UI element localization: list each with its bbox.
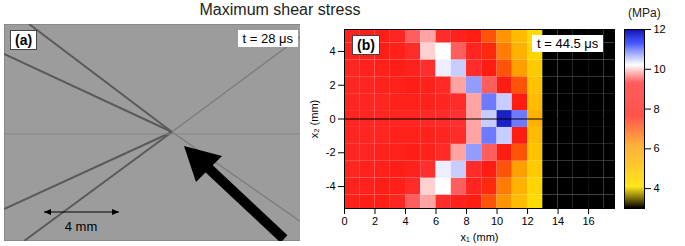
svg-text:-2: -2: [326, 146, 336, 158]
svg-text:8: 8: [463, 215, 469, 227]
svg-text:x₂ (mm): x₂ (mm): [308, 100, 320, 138]
html-text:t = 28 μs: t = 28 μs: [242, 31, 293, 46]
svg-text:4: 4: [654, 182, 660, 194]
html-text:Maximum shear stress: Maximum shear stress: [199, 1, 361, 18]
svg-text:12: 12: [654, 23, 666, 35]
svg-text:14: 14: [552, 215, 564, 227]
html-text:t = 44.5 μs: t = 44.5 μs: [537, 36, 599, 51]
svg-text:x₁ (mm): x₁ (mm): [461, 231, 499, 243]
html-text:(b): (b): [357, 37, 375, 53]
svg-text:2: 2: [329, 79, 335, 91]
svg-text:4: 4: [329, 45, 335, 57]
svg-text:10: 10: [491, 215, 503, 227]
svg-text:10: 10: [654, 63, 666, 75]
svg-text:-4: -4: [326, 180, 336, 192]
html-text:(a): (a): [15, 32, 33, 48]
svg-text:16: 16: [582, 215, 594, 227]
svg-text:6: 6: [654, 142, 660, 154]
svg-text:8: 8: [654, 103, 660, 115]
html-text:(MPa): (MPa): [628, 6, 661, 20]
svg-text:12: 12: [521, 215, 533, 227]
svg-text:6: 6: [433, 215, 439, 227]
svg-text:0: 0: [341, 215, 347, 227]
svg-text:4: 4: [402, 215, 408, 227]
svg-text:2: 2: [372, 215, 378, 227]
svg-text:4 mm: 4 mm: [65, 219, 98, 234]
svg-text:0: 0: [329, 113, 335, 125]
